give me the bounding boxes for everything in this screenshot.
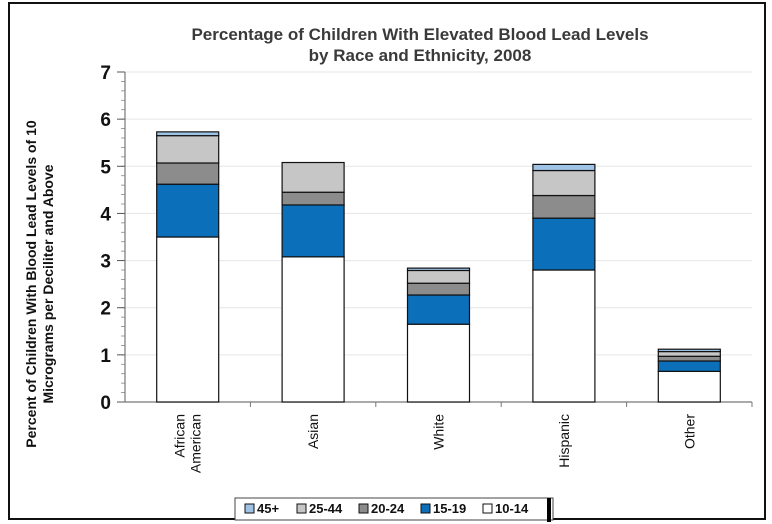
chart-title-line-2: by Race and Ethnicity, 2008	[309, 46, 532, 65]
chart: Percentage of Children With Elevated Blo…	[23, 25, 753, 522]
y-axis-title-line-1: Percent of Children With Blood Lead Leve…	[23, 120, 39, 448]
y-tick-label: 5	[100, 157, 111, 178]
legend-swatch	[420, 503, 431, 514]
legend-swatch	[244, 503, 255, 514]
bar-segment	[406, 323, 471, 403]
x-tick-label: African American	[172, 414, 204, 473]
x-tick-label-line: Asian	[305, 414, 321, 449]
legend-label: 25-44	[309, 501, 343, 516]
legend-label: 20-24	[371, 501, 405, 516]
y-tick-label: 4	[100, 204, 111, 225]
bar-segment	[281, 191, 345, 206]
bar-segment	[156, 183, 220, 238]
bar-segment	[406, 269, 471, 284]
bar-segment	[532, 163, 596, 172]
legend-label: 15-19	[433, 501, 466, 516]
bar-segment	[281, 204, 345, 258]
chart-title-line-1: Percentage of Children With Elevated Blo…	[191, 25, 648, 44]
legend-swatch	[358, 503, 369, 514]
bar-segment	[532, 269, 596, 403]
y-tick-label: 0	[100, 393, 111, 414]
bar-segment	[406, 267, 471, 272]
x-tick-label-line: White	[431, 414, 447, 450]
x-tick-label: Asian	[305, 414, 321, 449]
legend-swatch	[482, 503, 493, 514]
bar-segment	[156, 131, 220, 137]
bar-segment	[657, 348, 721, 353]
x-tick-label: Other	[681, 414, 697, 449]
legend-swatch	[296, 503, 307, 514]
legend-label: 45+	[257, 501, 279, 516]
y-axis-title: Percent of Children With Blood Lead Leve…	[23, 120, 56, 448]
bar-segment	[532, 217, 596, 271]
x-tick-label-line: Other	[681, 414, 697, 449]
legend-edge-bar	[547, 498, 551, 522]
bar-segment	[156, 135, 220, 164]
x-tick-label: White	[431, 414, 447, 450]
bar-segment	[657, 360, 721, 372]
y-axis-title-line-2: Micrograms per Deciliter and Above	[40, 164, 56, 403]
bar-segment	[657, 350, 721, 357]
bar-segment	[156, 236, 220, 403]
chart-title: Percentage of Children With Elevated Blo…	[191, 25, 648, 65]
x-tick-label: Hispanic	[556, 414, 572, 468]
bar-segment	[406, 282, 471, 296]
legend-label: 10-14	[495, 501, 529, 516]
bar-segment	[532, 169, 596, 197]
bar-segment	[657, 355, 721, 362]
y-tick-label: 3	[100, 252, 111, 273]
bar-segment	[657, 370, 721, 403]
bar-segment	[156, 162, 220, 185]
bar-segment	[281, 256, 345, 403]
bar-segment	[532, 194, 596, 219]
chart-frame: Percentage of Children With Elevated Blo…	[8, 2, 766, 522]
y-tick-label: 6	[100, 110, 111, 131]
bar-segment	[406, 294, 471, 325]
bar-segment	[281, 161, 345, 193]
x-tick-label-line: American	[188, 414, 204, 473]
y-tick-label: 2	[100, 299, 111, 320]
x-tick-label-line: African	[172, 414, 188, 458]
y-tick-label: 7	[100, 63, 111, 84]
legend-box	[234, 497, 554, 521]
y-tick-label: 1	[100, 346, 111, 367]
x-tick-label-line: Hispanic	[556, 414, 572, 468]
